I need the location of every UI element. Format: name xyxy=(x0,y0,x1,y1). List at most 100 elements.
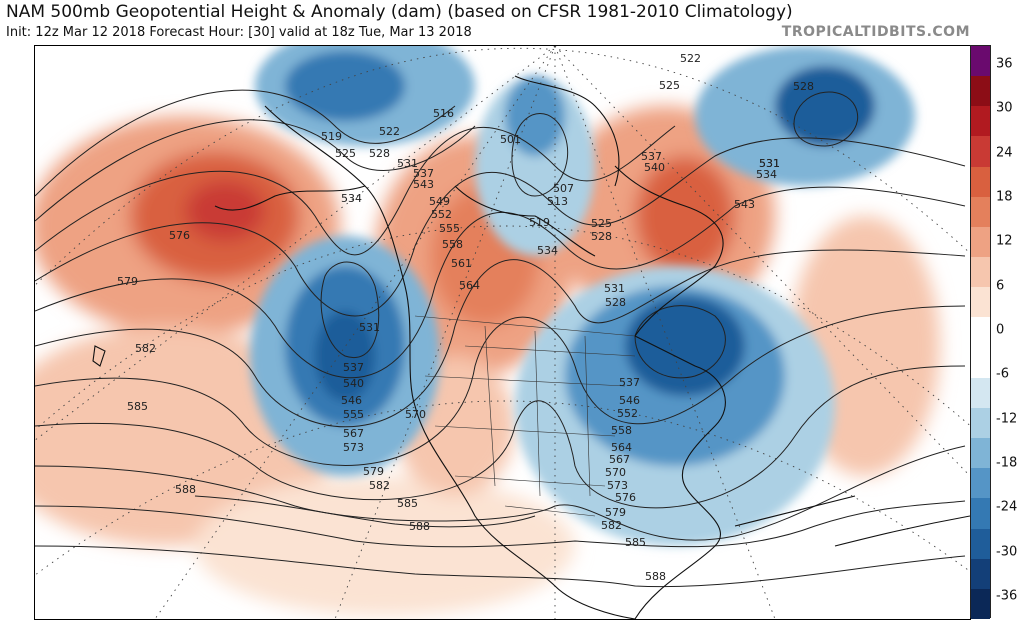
colorbar-tick-label: 0 xyxy=(996,322,1005,338)
contour-label: 525 xyxy=(659,79,680,92)
colorbar-segment xyxy=(971,136,990,167)
contour-label: 537 xyxy=(619,376,640,389)
colorbar-tick-label: -12 xyxy=(996,411,1018,427)
contour-label: 528 xyxy=(605,296,626,309)
contour-label: 582 xyxy=(369,479,390,492)
map-svg: 519 522 525 528 516 531 537 543 549 552 … xyxy=(35,46,970,619)
colorbar-segment xyxy=(971,588,990,619)
contour-label: 588 xyxy=(409,520,430,533)
contour-label: 534 xyxy=(756,168,777,181)
contour-label: 513 xyxy=(547,195,568,208)
contour-label: 540 xyxy=(644,161,665,174)
colorbar-tick-label: -18 xyxy=(996,455,1018,471)
contour-label: 561 xyxy=(451,257,472,270)
contour-label: 567 xyxy=(609,453,630,466)
colorbar-segment xyxy=(971,498,990,529)
contour-label: 537 xyxy=(641,150,662,163)
coastlines xyxy=(92,75,970,619)
contour-label: 537 xyxy=(343,361,364,374)
colorbar-segment xyxy=(971,407,990,439)
contour-label: 546 xyxy=(341,394,362,407)
contour-label: 555 xyxy=(343,408,364,421)
contour-label: 543 xyxy=(734,198,755,211)
contour-label: 537 xyxy=(413,167,434,180)
contour-labels: 519 522 525 528 516 531 537 543 549 552 … xyxy=(117,52,814,583)
contour-label: 576 xyxy=(615,491,636,504)
contour-label: 507 xyxy=(553,182,574,195)
contour-label: 582 xyxy=(135,342,156,355)
contour-label: 525 xyxy=(335,147,356,160)
colorbar-segment xyxy=(971,196,990,227)
contour-label: 546 xyxy=(619,394,640,407)
colorbar-tick-label: 36 xyxy=(996,56,1013,72)
colorbar-segment xyxy=(971,438,990,469)
colorbar-tick-label: -36 xyxy=(996,588,1018,604)
colorbar-segment xyxy=(971,106,990,137)
anomaly-colorbar xyxy=(970,45,991,619)
colorbar-segment xyxy=(971,46,990,77)
height-contours xyxy=(35,89,966,588)
contour-label: 585 xyxy=(625,536,646,549)
contour-label: 579 xyxy=(605,506,626,519)
map-panel: 519 522 525 528 516 531 537 543 549 552 … xyxy=(34,45,971,620)
contour-label: 531 xyxy=(359,321,380,334)
contour-label: 579 xyxy=(363,465,384,478)
state-borders xyxy=(414,315,636,517)
contour-label: 588 xyxy=(645,570,666,583)
contour-label: 588 xyxy=(175,483,196,496)
contour-label: 531 xyxy=(759,157,780,170)
contour-label: 567 xyxy=(343,427,364,440)
contour-label: 531 xyxy=(604,282,625,295)
contour-label: 582 xyxy=(601,519,622,532)
contour-label: 516 xyxy=(433,107,454,120)
contour-label: 540 xyxy=(343,377,364,390)
contour-label: 558 xyxy=(442,238,463,251)
contour-label: 531 xyxy=(759,157,780,170)
contour-label: 543 xyxy=(413,178,434,191)
colorbar-tick-label: -30 xyxy=(996,544,1018,560)
contour-label: 534 xyxy=(341,192,362,205)
contour-label: 501 xyxy=(500,133,521,146)
contour-label: 525 xyxy=(591,217,612,230)
colorbar-tick-label: -24 xyxy=(996,499,1018,515)
colorbar-segment xyxy=(971,257,990,288)
contour-label: 570 xyxy=(405,408,426,421)
contour-label: 579 xyxy=(117,275,138,288)
contour-label: 558 xyxy=(611,424,632,437)
positive-anomaly-layer xyxy=(35,106,940,616)
contour-label: 585 xyxy=(127,400,148,413)
colorbar-tick-label: 12 xyxy=(996,233,1013,249)
colorbar-segment xyxy=(971,347,990,378)
contour-label: 552 xyxy=(431,208,452,221)
colorbar-segment xyxy=(971,528,990,559)
contour-label: 576 xyxy=(169,229,190,242)
colorbar-tick-label: 30 xyxy=(996,100,1013,116)
contour-label: 555 xyxy=(439,222,460,235)
chart-subtitle: Init: 12z Mar 12 2018 Forecast Hour: [30… xyxy=(6,25,472,40)
chart-title: NAM 500mb Geopotential Height & Anomaly … xyxy=(6,2,793,22)
colorbar-segment xyxy=(971,317,990,348)
contour-label: 534 xyxy=(537,244,558,257)
contour-label: 564 xyxy=(459,279,480,292)
contour-label: 585 xyxy=(397,497,418,510)
contour-label: 519 xyxy=(529,216,550,229)
colorbar-tick-label: 18 xyxy=(996,189,1013,205)
contour-label: 528 xyxy=(793,80,814,93)
contour-label: 531 xyxy=(397,157,418,170)
contour-label: 528 xyxy=(591,230,612,243)
colorbar-segment xyxy=(971,166,990,197)
brand-watermark: TROPICALTIDBITS.COM xyxy=(781,24,970,40)
colorbar-segment xyxy=(971,287,990,318)
colorbar-tick-label: -6 xyxy=(996,366,1009,382)
contour-label: 573 xyxy=(343,441,364,454)
colorbar-segment xyxy=(971,76,990,107)
colorbar-segment xyxy=(971,558,990,589)
colorbar-segment xyxy=(971,377,990,408)
colorbar-tick-label: 6 xyxy=(996,278,1005,294)
contour-label: 549 xyxy=(429,195,450,208)
colorbar-segment xyxy=(971,226,990,258)
contour-label: 528 xyxy=(369,147,390,160)
colorbar-segment xyxy=(971,468,990,499)
contour-label: 522 xyxy=(680,52,701,65)
contour-label: 564 xyxy=(611,441,632,454)
